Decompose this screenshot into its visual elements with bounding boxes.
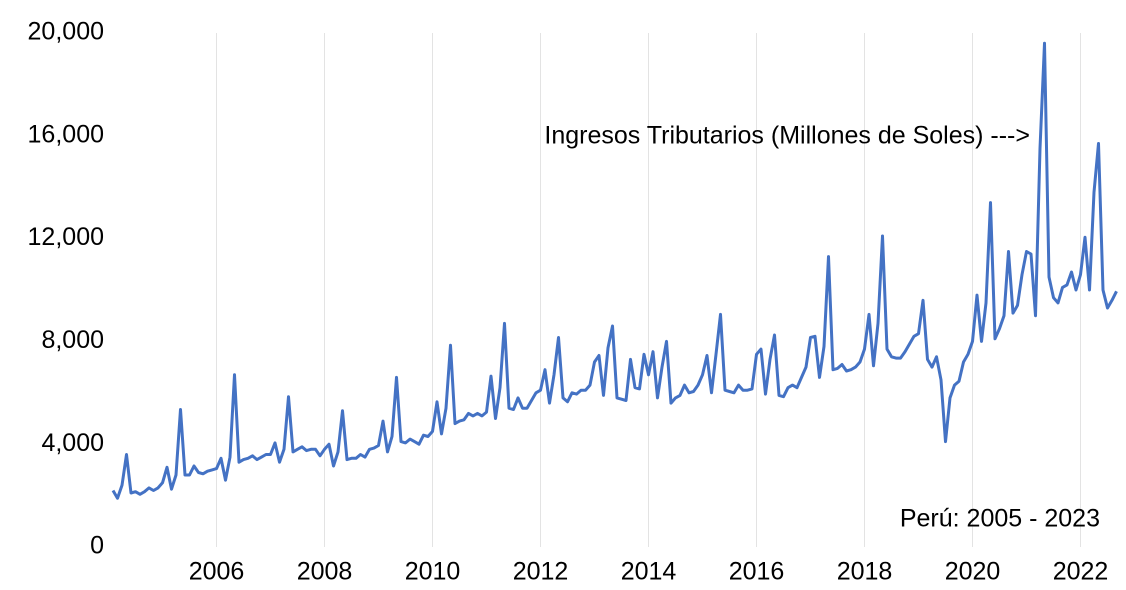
y-tick-label: 20,000	[28, 18, 104, 46]
x-tick-label: 2022	[1053, 558, 1109, 585]
annotation: Ingresos Tributarios (Millones de Soles)…	[544, 122, 1030, 150]
x-tick-label: 2016	[729, 558, 785, 585]
x-tick-label: 2020	[945, 558, 1001, 585]
annotation: Perú: 2005 - 2023	[900, 505, 1100, 533]
x-tick-label: 2012	[513, 558, 569, 585]
y-tick-label: 4,000	[41, 429, 104, 457]
y-tick-label: 8,000	[41, 326, 104, 354]
line	[111, 41, 1118, 500]
x-tick-label: 2010	[405, 558, 461, 585]
y-tick-label: 16,000	[28, 120, 104, 148]
x-tick-label: 2018	[837, 558, 893, 585]
y-tick-label: 12,000	[28, 223, 104, 251]
y-tick-label: 0	[90, 532, 104, 560]
x-tick-label: 2014	[621, 558, 677, 585]
x-tick-label: 2008	[297, 558, 353, 585]
x-tick-label: 2006	[189, 558, 245, 585]
